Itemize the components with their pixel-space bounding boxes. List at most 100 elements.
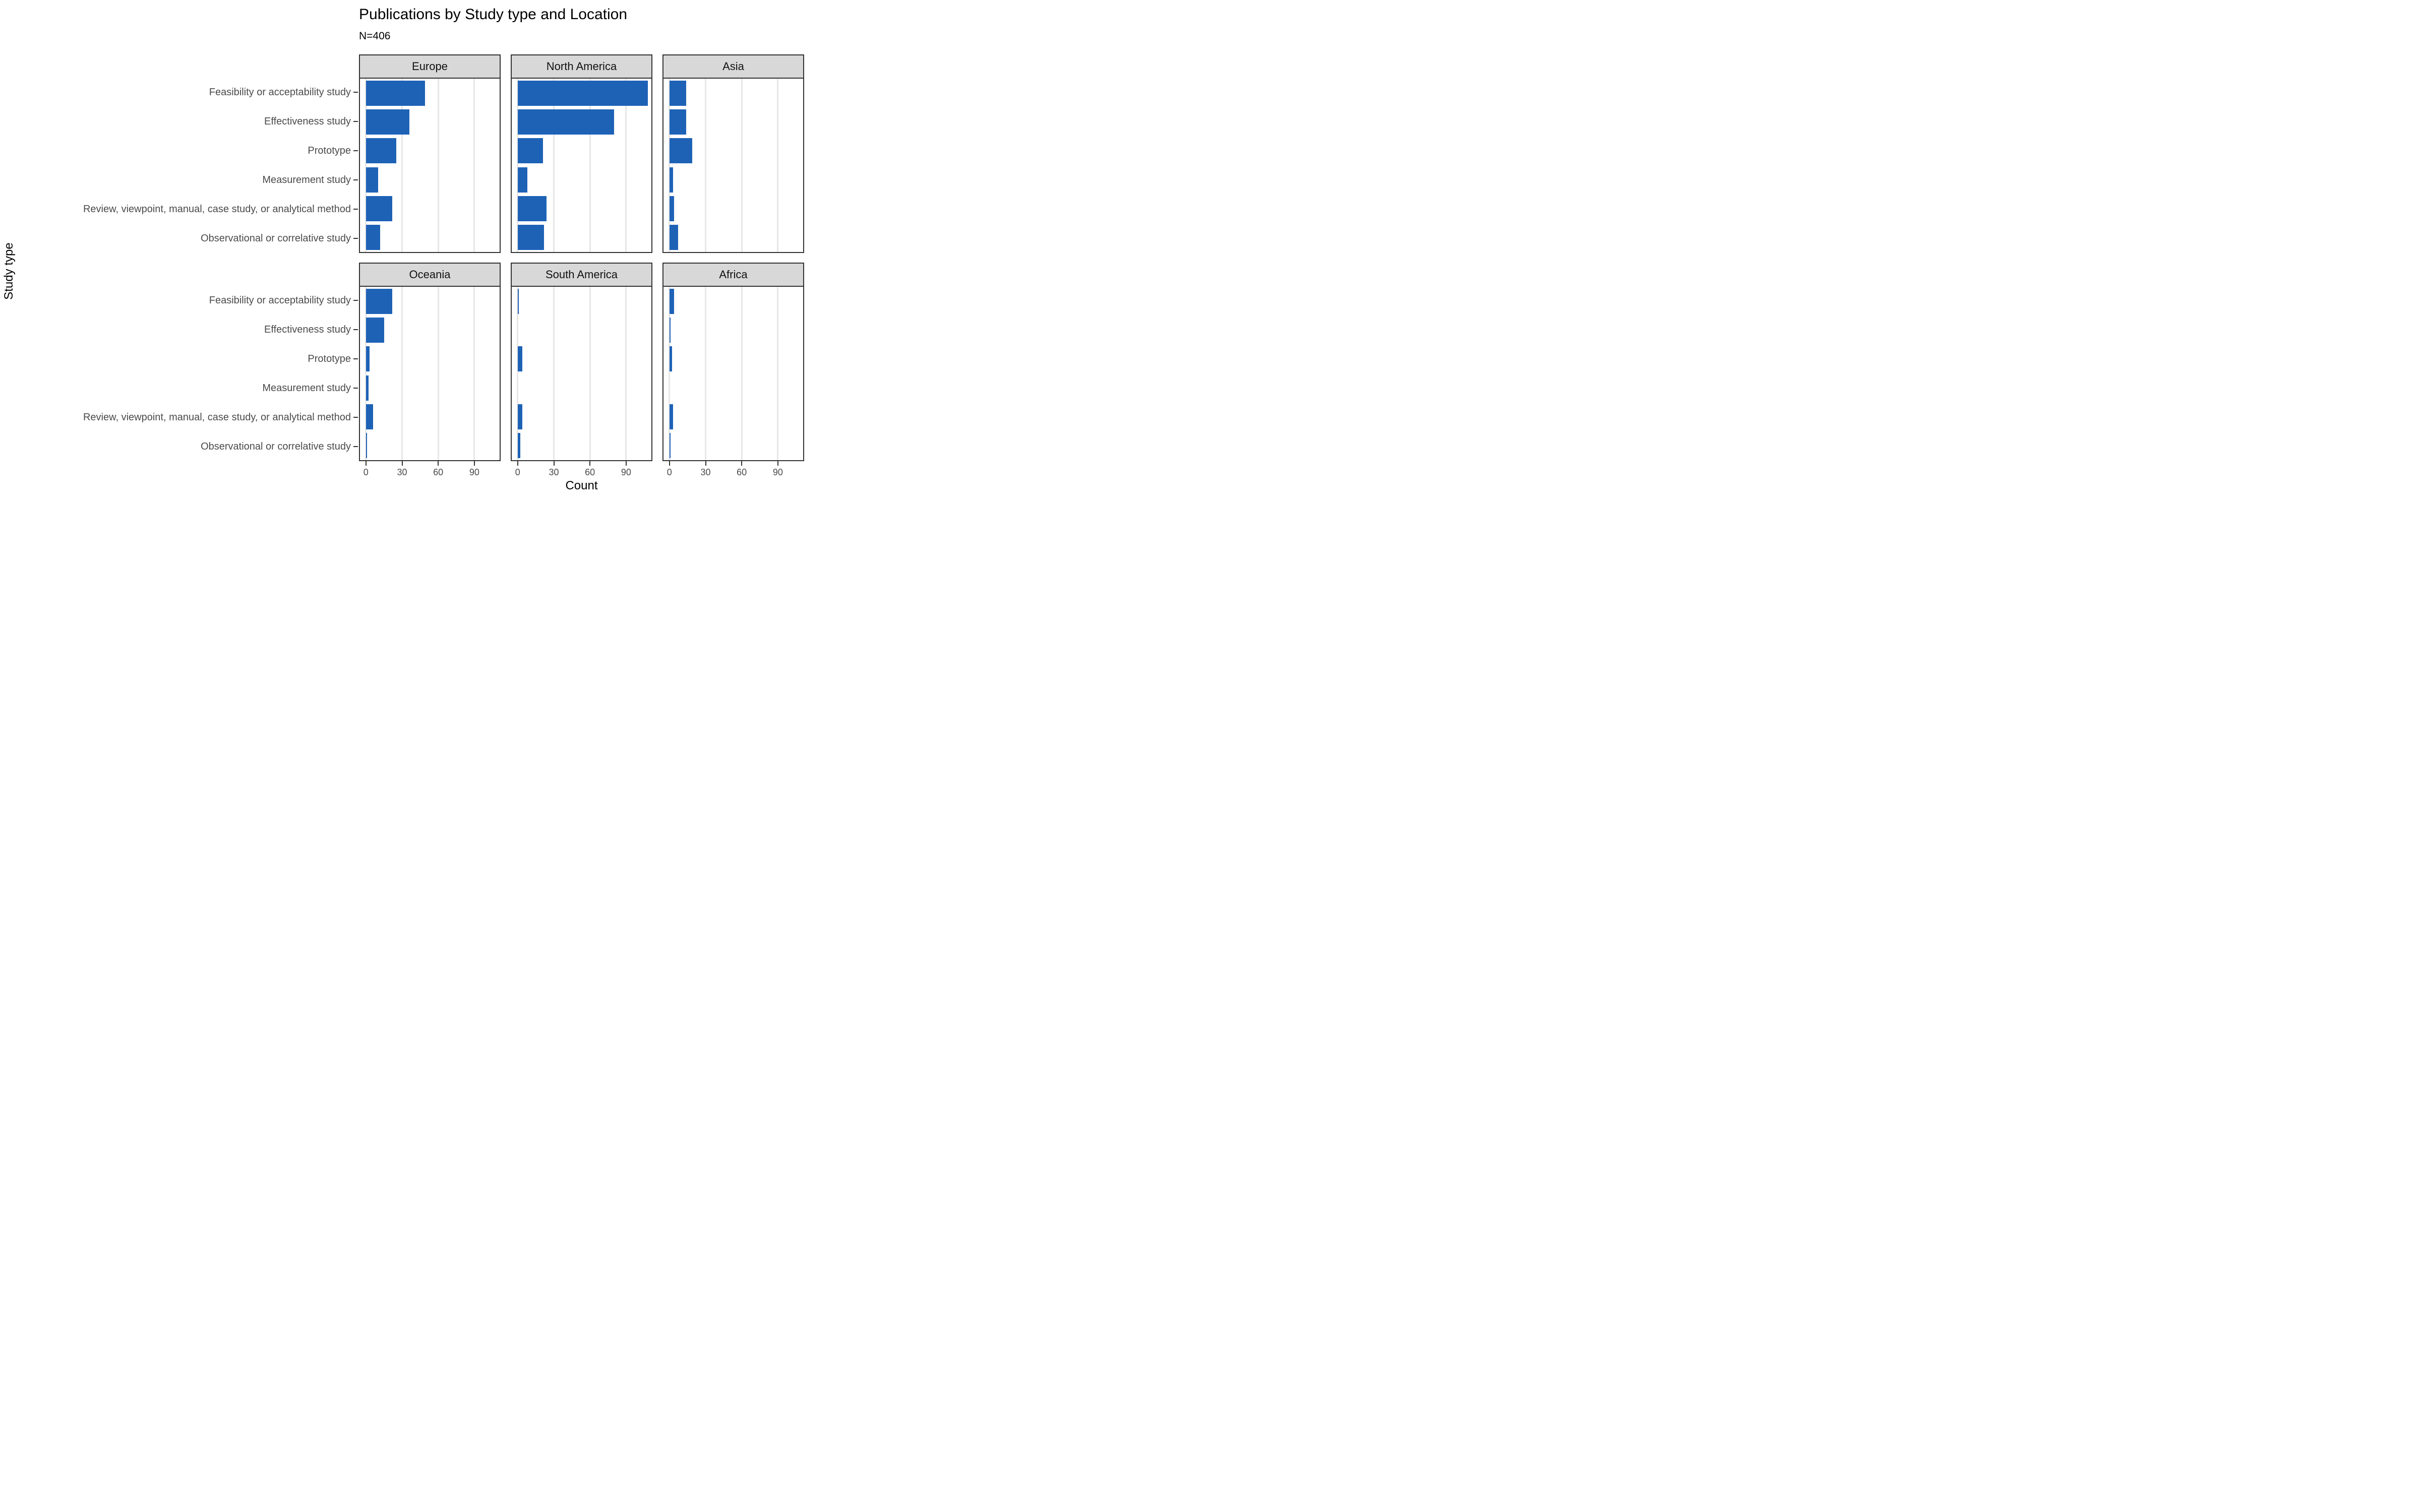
category-label: Effectiveness study — [264, 115, 351, 127]
facet-band: Feasibility or acceptability study Effect… — [0, 263, 807, 461]
x-axis-cell: 0 30 60 90 — [662, 461, 804, 481]
bar — [366, 196, 393, 221]
facet-strip: Oceania — [359, 263, 501, 286]
chart-title: Publications by Study type and Location — [359, 6, 628, 23]
x-axis-cell: 0 30 60 90 — [359, 461, 501, 481]
facet-strip: South America — [511, 263, 652, 286]
bar — [517, 225, 544, 250]
category-label-row: Prototype — [0, 136, 359, 165]
x-tick-label: 0 — [667, 467, 672, 477]
category-label-row: Feasibility or acceptability study — [0, 286, 359, 315]
facet-grid: Feasibility or acceptability study Effect… — [0, 54, 807, 481]
bar — [517, 346, 523, 372]
x-gridline — [777, 79, 779, 252]
x-gridline — [625, 287, 627, 460]
x-gridline — [589, 79, 591, 252]
facet-strip: Asia — [662, 54, 804, 78]
x-axis-tick — [473, 461, 475, 466]
x-gridline — [741, 287, 743, 460]
x-gridline — [669, 287, 671, 460]
category-label-row: Review, viewpoint, manual, case study, o… — [0, 403, 359, 432]
facet-strip-label: North America — [546, 60, 617, 73]
x-tick-label: 60 — [433, 467, 444, 477]
bar — [517, 433, 520, 459]
bar — [366, 109, 409, 135]
x-axis-spacer — [0, 461, 359, 481]
x-gridline — [473, 287, 475, 460]
x-axis-tick — [777, 461, 778, 466]
facet-panel — [662, 78, 804, 253]
x-tick-label: 30 — [700, 467, 711, 477]
x-gridline — [669, 79, 671, 252]
facet-strip-label: Asia — [722, 60, 744, 73]
bar — [517, 167, 527, 193]
x-tick-label: 90 — [772, 467, 783, 477]
bar — [366, 318, 384, 343]
x-tick-label: 60 — [585, 467, 595, 477]
y-axis-tick — [353, 92, 358, 93]
x-gridline — [401, 287, 403, 460]
facet-panel — [359, 286, 501, 461]
facet-panel — [662, 286, 804, 461]
x-tick-label: 30 — [397, 467, 407, 477]
x-gridline — [365, 287, 367, 460]
facet-panel — [359, 78, 501, 253]
x-axis-tick — [401, 461, 403, 466]
bar — [669, 138, 693, 164]
category-label-row: Observational or correlative study — [0, 224, 359, 253]
x-gridline — [705, 79, 706, 252]
category-label: Measurement study — [262, 174, 351, 185]
y-axis-tick — [353, 329, 358, 330]
x-gridline — [589, 287, 591, 460]
category-label: Prototype — [308, 353, 351, 364]
bar — [366, 433, 368, 459]
y-axis-tick — [353, 300, 358, 301]
category-labels: Feasibility or acceptability study Effect… — [0, 286, 359, 461]
x-gridline — [705, 287, 706, 460]
category-label: Review, viewpoint, manual, case study, o… — [83, 411, 351, 423]
category-labels: Feasibility or acceptability study Effect… — [0, 78, 359, 253]
category-label-row: Feasibility or acceptability study — [0, 78, 359, 107]
chart-figure: Publications by Study type and Location … — [0, 0, 807, 504]
bar — [517, 196, 547, 221]
x-tick-label: 90 — [469, 467, 479, 477]
x-axis-row: 0 30 60 90 0 30 60 90 0 30 60 90 — [0, 461, 807, 481]
facet-strip-label: Oceania — [409, 268, 451, 281]
bar — [366, 346, 370, 372]
bar — [366, 138, 396, 164]
category-label-row: Review, viewpoint, manual, case study, o… — [0, 195, 359, 224]
x-gridline — [517, 79, 519, 252]
facet-panel — [511, 286, 652, 461]
x-gridline — [741, 79, 743, 252]
bar — [669, 196, 675, 221]
bar — [669, 346, 672, 372]
facet-panel-wrap: Asia — [662, 54, 804, 253]
x-gridline — [401, 79, 403, 252]
facet-strip: Europe — [359, 54, 501, 78]
y-axis-tick — [353, 179, 358, 180]
bar — [517, 288, 519, 314]
facet-strip-label: South America — [545, 268, 618, 281]
x-gridline — [437, 79, 439, 252]
x-gridline — [517, 287, 519, 460]
x-gridline — [365, 79, 367, 252]
bar — [517, 80, 648, 106]
x-gridline — [625, 79, 627, 252]
category-label-row: Measurement study — [0, 373, 359, 403]
category-label-row: Prototype — [0, 344, 359, 373]
bar — [669, 318, 671, 343]
facet-band: Feasibility or acceptability study Effect… — [0, 54, 807, 253]
y-axis-tick — [353, 417, 358, 418]
facet-panel-wrap: Oceania — [359, 263, 501, 461]
category-label-row: Effectiveness study — [0, 315, 359, 344]
bar — [669, 288, 675, 314]
x-axis-tick — [625, 461, 627, 466]
x-gridline — [473, 79, 475, 252]
chart-subtitle: N=406 — [359, 30, 391, 42]
y-axis-tick — [353, 121, 358, 122]
category-label-row: Effectiveness study — [0, 107, 359, 136]
x-tick-label: 30 — [549, 467, 559, 477]
facet-panel-wrap: Africa — [662, 263, 804, 461]
x-gridline — [777, 287, 779, 460]
bar — [669, 404, 673, 429]
